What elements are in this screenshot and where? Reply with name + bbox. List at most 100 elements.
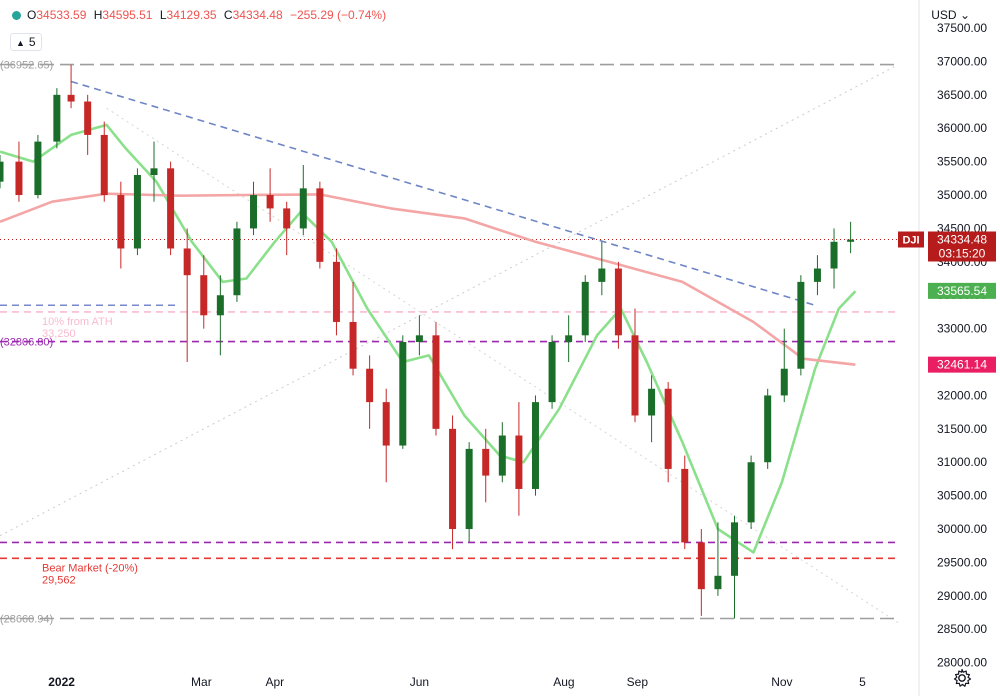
x-tick-label: Nov xyxy=(771,675,792,689)
candle-body xyxy=(34,141,42,196)
candle-body xyxy=(415,335,423,342)
y-tick-label: 36500.00 xyxy=(937,88,987,102)
candle-body xyxy=(84,101,92,135)
level-label: Bear Market (-20%) xyxy=(42,562,138,574)
level-label: (36952.65) xyxy=(0,60,53,72)
chevron-up-icon: ▲ xyxy=(16,38,25,48)
candle-body xyxy=(332,261,340,322)
candle-body xyxy=(598,268,606,282)
candle-body xyxy=(764,395,772,463)
candle-body xyxy=(648,388,656,416)
open-label: O xyxy=(27,8,37,22)
candle-body xyxy=(15,161,23,196)
y-tick-label: 36000.00 xyxy=(937,121,987,135)
candle-body xyxy=(399,342,407,446)
low-value: 34129.35 xyxy=(166,8,217,22)
level-label: (32806.80) xyxy=(0,337,53,349)
candle-body xyxy=(349,321,357,369)
trendline xyxy=(0,64,899,537)
candle-body xyxy=(216,295,224,316)
y-tick-label: 28000.00 xyxy=(937,656,987,670)
candle-body xyxy=(515,435,523,489)
close-value: 34334.48 xyxy=(232,8,283,22)
candle-body xyxy=(614,268,622,336)
candle-body xyxy=(53,94,61,142)
price-tag-bg xyxy=(928,356,996,373)
price-tag-value: 33565.54 xyxy=(937,284,987,298)
candle-body xyxy=(432,335,440,429)
candles-group xyxy=(0,64,855,619)
candle-body xyxy=(631,335,639,416)
candle-body xyxy=(531,402,539,489)
candle-body xyxy=(780,368,788,396)
trendline xyxy=(70,80,816,307)
candle-body xyxy=(117,195,125,249)
candle-body xyxy=(250,195,258,229)
y-tick-label: 30000.00 xyxy=(937,522,987,536)
y-tick-label: 31000.00 xyxy=(937,455,987,469)
candle-body xyxy=(482,448,490,476)
trendline xyxy=(106,107,899,623)
candle-body xyxy=(299,188,307,229)
candle-body xyxy=(581,281,589,336)
y-tick-label: 31500.00 xyxy=(937,422,987,436)
price-tag-symbol-bg xyxy=(898,231,924,248)
candle-body xyxy=(714,575,722,590)
candle-body xyxy=(681,468,689,543)
candle-body xyxy=(797,281,805,369)
ohlc-legend: O34533.59 H34595.51 L34129.35 C34334.48 … xyxy=(12,8,390,22)
y-tick-label: 35500.00 xyxy=(937,155,987,169)
chevron-down-icon: ⌄ xyxy=(959,8,970,22)
candle-body xyxy=(449,428,457,530)
moving-average-line xyxy=(0,123,857,554)
y-tick-label: 32000.00 xyxy=(937,388,987,402)
currency-selector[interactable]: USD ⌄ xyxy=(931,8,970,22)
y-tick-label: 29000.00 xyxy=(937,589,987,603)
candle-body xyxy=(283,208,291,229)
y-tick-label: 35000.00 xyxy=(937,188,987,202)
candle-body xyxy=(465,448,473,530)
price-tag-symbol: DJI xyxy=(902,234,919,246)
x-tick-label: Aug xyxy=(553,675,574,689)
candle-body xyxy=(697,542,705,590)
low-label: L xyxy=(159,8,167,22)
y-tick-label: 33000.00 xyxy=(937,322,987,336)
price-tag-countdown: 03:15:20 xyxy=(939,246,986,260)
interval-selector[interactable]: ▲ 5 xyxy=(10,33,42,51)
candle-body xyxy=(830,241,838,269)
x-tick-label: 2022 xyxy=(48,675,75,689)
level-label: (28660.94) xyxy=(0,613,53,625)
interval-value: 5 xyxy=(28,35,36,49)
price-tag-value: 34334.48 xyxy=(937,232,987,246)
candle-body xyxy=(747,462,755,523)
y-tick-label: 37000.00 xyxy=(937,54,987,68)
candle-body xyxy=(0,161,4,182)
level-label: 10% from ATH xyxy=(42,316,113,328)
price-tag-bg xyxy=(928,282,996,299)
candle-body xyxy=(167,168,175,249)
price-tag-value: 32461.14 xyxy=(937,358,987,372)
candle-body xyxy=(664,388,672,469)
y-tick-label: 30500.00 xyxy=(937,489,987,503)
candle-body xyxy=(200,275,208,316)
level-label: 29,562 xyxy=(42,574,76,586)
x-tick-label: Sep xyxy=(627,675,649,689)
candle-body xyxy=(498,435,506,476)
candle-body xyxy=(183,248,191,276)
moving-average-line xyxy=(0,192,856,366)
candle-body xyxy=(731,522,739,576)
candle-body xyxy=(813,268,821,282)
candle-body xyxy=(150,168,158,175)
close-label: C xyxy=(223,8,233,22)
candle-body xyxy=(366,368,374,403)
y-tick-label: 29500.00 xyxy=(937,555,987,569)
candle-body xyxy=(67,94,75,102)
y-tick-label: 28500.00 xyxy=(937,622,987,636)
high-value: 34595.51 xyxy=(102,8,153,22)
candle-body xyxy=(233,228,241,296)
settings-gear-icon[interactable] xyxy=(952,668,972,688)
candle-body xyxy=(565,335,573,342)
candle-body xyxy=(133,175,141,249)
currency-label: USD xyxy=(931,8,957,22)
